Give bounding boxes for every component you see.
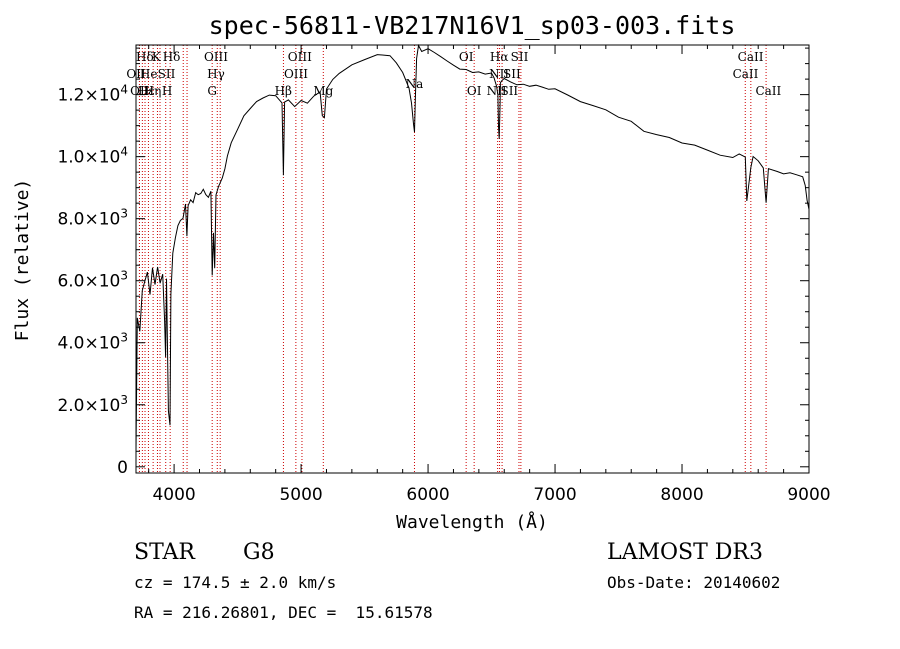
- x-tick-label: 9000: [787, 485, 830, 505]
- chart-title: spec-56811-VB217N16V1_sp03-003.fits: [209, 11, 736, 40]
- line-label: Hη: [144, 84, 162, 98]
- line-label: OIII: [284, 67, 308, 81]
- object-class: STAR: [134, 540, 195, 565]
- line-label: Hγ: [207, 67, 225, 81]
- line-label: He: [140, 67, 158, 81]
- line-label: Hα: [490, 50, 509, 64]
- y-tick-label: 8.0×103: [57, 207, 128, 230]
- line-label: Hβ: [275, 84, 292, 98]
- survey-name: LAMOST DR3: [607, 540, 763, 565]
- line-label: Na: [406, 77, 424, 91]
- line-label: CaII: [755, 84, 781, 98]
- x-tick-label: 7000: [533, 485, 576, 505]
- line-label: SII: [503, 67, 521, 81]
- line-label: OIII: [288, 50, 312, 64]
- y-tick-label: 6.0×103: [57, 269, 128, 292]
- plot-frame: [135, 44, 810, 474]
- y-tick-label: 2.0×103: [57, 393, 128, 416]
- object-subclass: G8: [243, 540, 275, 565]
- line-label: SII: [511, 50, 529, 64]
- spectrum-line: [135, 43, 810, 452]
- line-label: OIII: [204, 50, 228, 64]
- y-tick-label: 4.0×103: [57, 331, 128, 354]
- x-tick-label: 4000: [152, 485, 195, 505]
- emission-line-markers: [138, 45, 767, 473]
- line-label: OI: [459, 50, 474, 64]
- y-tick-label: 1.2×104: [57, 83, 128, 106]
- line-label: OI: [467, 84, 482, 98]
- line-label: CaII: [733, 67, 759, 81]
- coordinates: RA = 216.26801, DEC = 15.61578: [134, 603, 433, 622]
- line-label: Hδ: [136, 50, 154, 64]
- y-axis-label: Flux (relative): [12, 179, 33, 342]
- y-tick-label: 1.0×104: [57, 145, 128, 168]
- line-label: Mg: [313, 84, 333, 98]
- x-tick-label: 8000: [660, 485, 703, 505]
- axis-ticks: 4000 5000 6000 7000 8000 9000 0 2.0×103 4.0×103 6…: [57, 45, 831, 505]
- line-label: G: [207, 84, 217, 98]
- line-label: CaII: [738, 50, 764, 64]
- line-label: SII: [158, 67, 176, 81]
- y-tick-label: 0: [117, 458, 128, 478]
- line-label: K: [152, 50, 162, 64]
- line-label: H: [162, 84, 172, 98]
- obs-date: Obs-Date: 20140602: [607, 573, 781, 592]
- line-label: SII: [500, 84, 518, 98]
- redshift-text: cz = 174.5 ± 2.0 km/s: [134, 573, 337, 592]
- line-label: Hδ: [163, 50, 181, 64]
- x-tick-label: 5000: [279, 485, 322, 505]
- x-axis-label: Wavelength (Å): [396, 511, 548, 533]
- line-label: NII: [487, 84, 507, 98]
- x-tick-label: 6000: [406, 485, 449, 505]
